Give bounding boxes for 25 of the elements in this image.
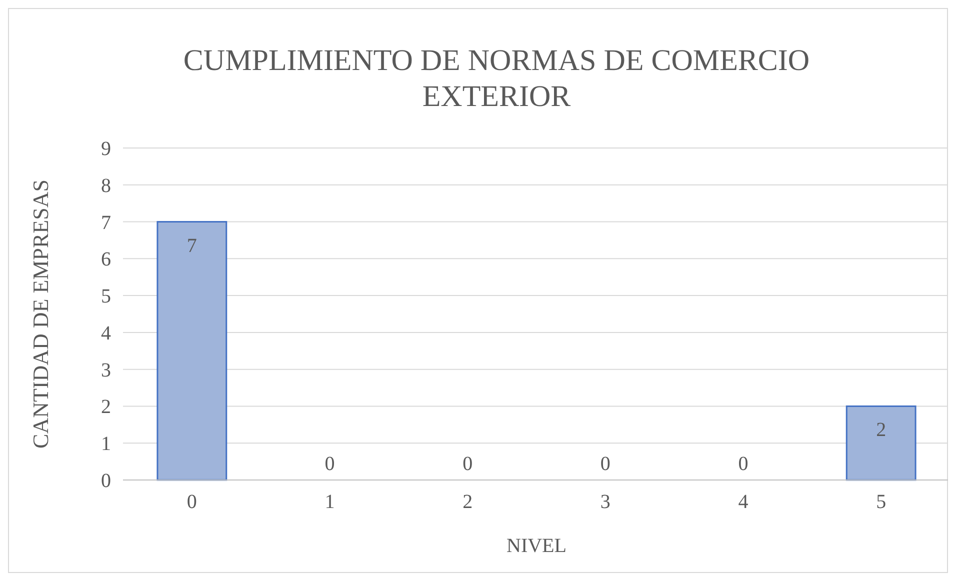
y-tick-label: 4 — [101, 322, 111, 344]
y-tick-label: 0 — [101, 470, 111, 492]
y-tick-label: 7 — [101, 212, 111, 234]
y-tick-label: 6 — [101, 248, 111, 271]
y-tick-label: 8 — [101, 174, 111, 197]
chart-title: CUMPLIMIENTO DE NORMAS DE COMERCIO EXTERIOR — [183, 44, 810, 113]
x-tick-label: 1 — [324, 491, 335, 513]
y-axis-title: CANTIDAD DE EMPRESAS — [28, 180, 53, 448]
data-label: 0 — [738, 453, 748, 475]
data-label: 2 — [876, 419, 886, 442]
x-tick-label: 4 — [738, 491, 748, 513]
x-tick-label: 5 — [876, 491, 886, 513]
x-tick-label: 0 — [186, 491, 197, 513]
data-label: 0 — [600, 453, 610, 475]
x-axis-title: NIVEL — [506, 535, 566, 557]
data-label: 7 — [186, 234, 197, 257]
data-label: 0 — [324, 453, 335, 475]
y-tick-label: 5 — [101, 286, 111, 308]
y-tick-label: 2 — [101, 396, 111, 418]
y-tick-label: 3 — [101, 359, 111, 382]
y-tick-label: 9 — [101, 138, 111, 160]
x-tick-label: 2 — [462, 491, 473, 513]
y-tick-label: 1 — [101, 433, 111, 456]
x-tick-label: 3 — [600, 491, 610, 513]
data-label: 0 — [462, 453, 473, 475]
